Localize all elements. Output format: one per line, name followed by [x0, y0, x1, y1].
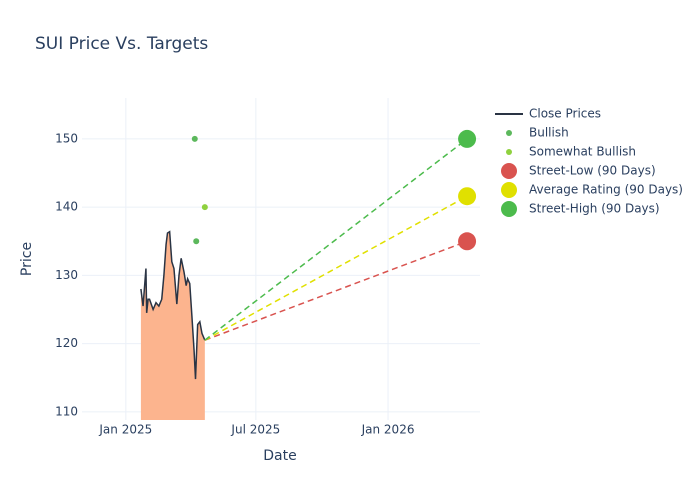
y-tick-label: 110 [55, 404, 78, 418]
target-marker [458, 187, 477, 206]
target-line [204, 138, 468, 341]
rating-marker [201, 204, 208, 211]
legend-label: Somewhat Bullish [529, 145, 636, 159]
legend-swatch [501, 163, 517, 179]
price-line [140, 230, 206, 380]
legend-swatch [506, 149, 512, 155]
legend-swatch [501, 182, 517, 198]
y-tick-label: 150 [55, 131, 78, 145]
rating-marker [193, 238, 200, 245]
x-tick-label: Jan 2025 [98, 423, 152, 437]
legend-label: Bullish [529, 126, 569, 140]
x-tick-label: Jan 2026 [361, 423, 415, 437]
y-tick-label: 130 [55, 268, 78, 282]
legend-label: Street-High (90 Days) [529, 202, 660, 216]
rating-marker [191, 135, 198, 142]
legend-label: Close Prices [529, 107, 601, 121]
price-area [140, 231, 205, 420]
y-tick-label: 120 [55, 336, 78, 350]
legend-label: Street-Low (90 Days) [529, 164, 656, 178]
x-tick-label: Jul 2025 [230, 423, 280, 437]
target-line [204, 195, 468, 341]
target-line [204, 240, 468, 341]
y-tick-label: 140 [55, 200, 78, 214]
y-axis-title: Price [19, 242, 35, 276]
legend-swatch [506, 130, 512, 136]
target-marker [458, 232, 477, 251]
target-marker [458, 129, 477, 148]
x-axis-title: Date [263, 448, 296, 464]
chart-title: SUI Price Vs. Targets [35, 34, 208, 54]
legend-label: Average Rating (90 Days) [529, 183, 683, 197]
legend-swatch [501, 201, 517, 217]
